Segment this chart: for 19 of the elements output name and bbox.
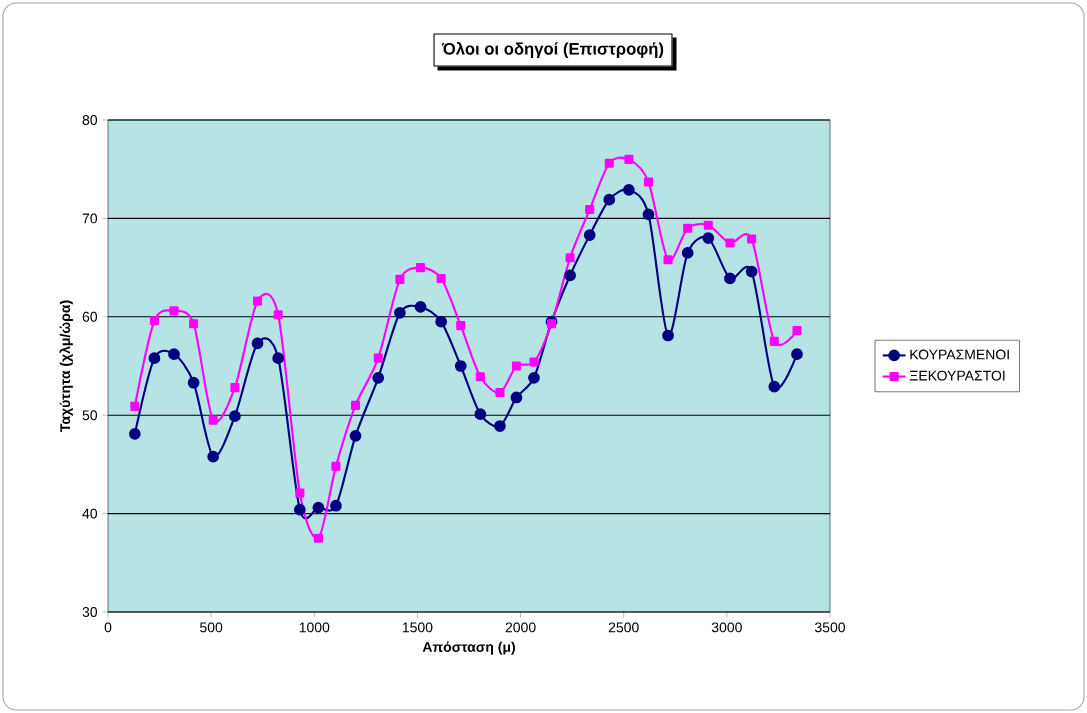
x-tick-label: 1000 <box>299 622 330 633</box>
chart-title: Όλοι οι οδηγοί (Επιστροφή) <box>441 42 664 58</box>
legend-label: ΚΟΥΡΑΣΜΕΝΟΙ <box>910 349 1009 360</box>
x-tick-label: 500 <box>200 622 223 633</box>
legend-label: ΞΕΚΟΥΡΑΣΤΟΙ <box>909 370 1005 381</box>
x-tick-label: 3500 <box>814 622 846 633</box>
y-axis-title: Ταχύτητα (χλμ/ώρα) <box>59 300 73 432</box>
y-tick-label: 60 <box>82 311 98 322</box>
y-tick-label: 40 <box>82 508 98 519</box>
y-tick-label: 30 <box>82 607 98 617</box>
x-tick-label: 2000 <box>505 622 536 633</box>
y-tick-label: 50 <box>82 410 98 421</box>
x-tick-label: 3000 <box>711 622 742 633</box>
y-tick-label: 80 <box>82 115 98 125</box>
y-tick-label: 70 <box>82 213 98 224</box>
x-axis-title: Απόσταση (μ) <box>422 641 515 655</box>
x-tick-label: 0 <box>104 622 112 633</box>
x-tick-label: 2500 <box>608 622 639 633</box>
x-tick-label: 1500 <box>402 622 433 633</box>
